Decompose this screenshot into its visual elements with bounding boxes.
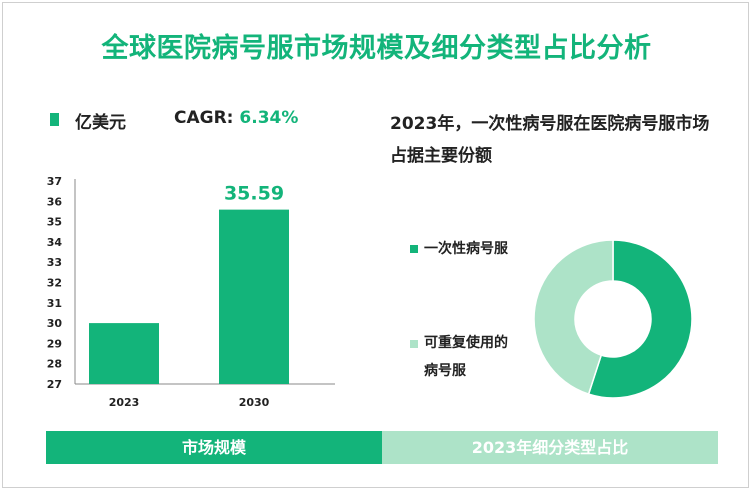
- bar-2030: [219, 209, 289, 384]
- donut-slice-0: [587, 239, 693, 399]
- unit-label: 亿美元: [75, 113, 126, 133]
- y-tick-label: 31: [47, 297, 62, 310]
- pie-legend-label-reusable-1: 可重复使用的: [424, 335, 508, 351]
- bar-legend-swatch: [50, 113, 59, 126]
- pie-legend-swatch-disposable: [410, 245, 418, 253]
- page-title: 全球医院病号服市场规模及细分类型占比分析: [101, 33, 652, 64]
- footer-market-size: 市场规模: [46, 431, 382, 464]
- y-tick-label: 37: [47, 175, 62, 188]
- donut-slice-1: [533, 239, 614, 396]
- data-label: 35.59: [224, 183, 284, 205]
- y-tick-label: 28: [47, 358, 62, 371]
- donut-chart: [533, 239, 693, 399]
- y-tick-label: 30: [47, 317, 63, 330]
- x-tick-label: 2023: [109, 396, 140, 409]
- pie-legend-label-disposable: 一次性病号服: [424, 241, 508, 257]
- y-tick-label: 32: [47, 277, 62, 290]
- footer-segment-share: 2023年细分类型占比: [382, 431, 718, 464]
- y-tick-label: 34: [47, 236, 63, 249]
- bar-2023: [89, 323, 159, 384]
- pie-title: 2023年，一次性病号服在医院病号服市场占据主要份额: [390, 114, 710, 166]
- cagr-value: 6.34%: [239, 108, 299, 128]
- bar-chart: 27 28 29 30 31 32 33 34 35 36 37 2023 2030 35.59: [47, 175, 335, 409]
- x-tick-label: 2030: [239, 396, 270, 409]
- y-tick-label: 27: [47, 378, 62, 391]
- y-tick-label: 33: [47, 256, 62, 269]
- chart-frame: [2, 2, 749, 488]
- pie-legend-label-reusable-2: 病号服: [424, 363, 466, 379]
- y-tick-label: 36: [47, 195, 63, 208]
- cagr-prefix: CAGR:: [174, 108, 240, 128]
- y-tick-label: 35: [47, 216, 62, 229]
- y-tick-label: 29: [47, 337, 62, 350]
- pie-legend-swatch-reusable: [410, 340, 418, 348]
- cagr-label: CAGR: 6.34%: [174, 108, 298, 128]
